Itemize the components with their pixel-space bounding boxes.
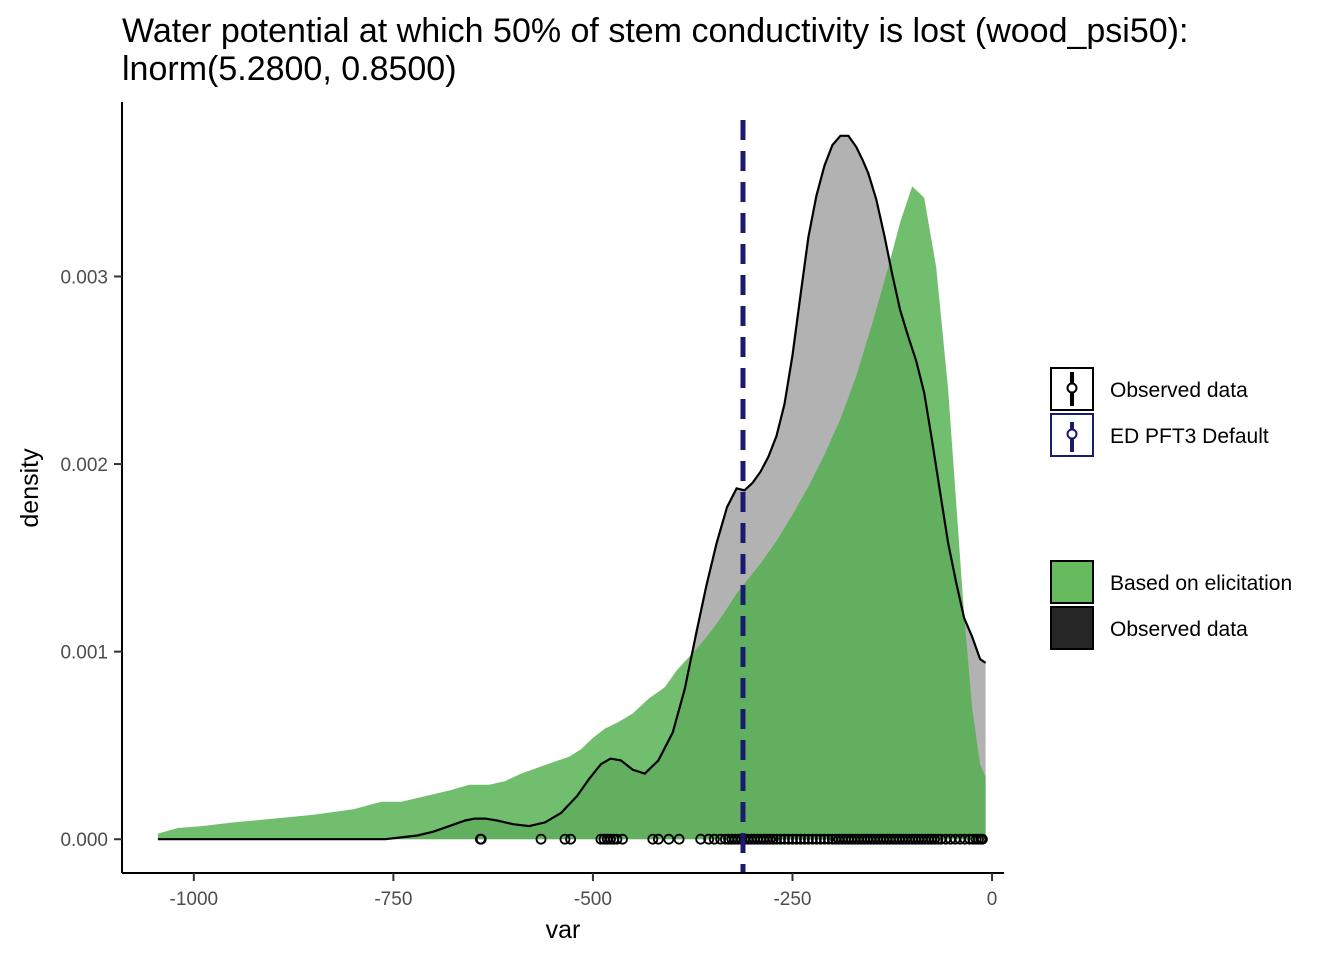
observed-point — [771, 833, 782, 845]
y-tick-label: 0.000 — [60, 830, 108, 851]
legend-key-elicitation-fill — [1050, 560, 1094, 604]
observed-point — [663, 833, 675, 845]
observed-point — [611, 833, 623, 845]
observed-point — [929, 833, 940, 845]
observed-point — [819, 833, 830, 845]
observed-point — [977, 833, 988, 845]
legend: Observed data ED PFT3 Default Based on e… — [1050, 367, 1292, 650]
y-tick-label: 0.001 — [60, 643, 108, 664]
y-axis-title: density — [16, 448, 44, 528]
x-tick-label: 0 — [987, 889, 998, 910]
observed-point — [715, 833, 726, 845]
observed-point — [565, 833, 576, 845]
legend-key-observed-point — [1066, 382, 1078, 394]
observed-point — [775, 833, 786, 845]
observed-density-line — [157, 134, 987, 841]
observed-point — [811, 833, 822, 845]
observed-point — [703, 833, 715, 845]
elicitation-density-fill — [157, 186, 986, 840]
x-tick-label: -500 — [574, 889, 612, 910]
legend-label-observed-data-fill: Observed data — [1110, 618, 1248, 641]
x-tick-label: -750 — [374, 889, 412, 910]
chart-title: Water potential at which 50% of stem con… — [122, 12, 1188, 50]
observed-point — [823, 833, 834, 845]
observed-point — [647, 833, 659, 845]
observed-point — [559, 833, 571, 845]
observed-point — [474, 833, 486, 845]
observed-point — [807, 833, 818, 845]
observed-point — [767, 833, 779, 845]
legend-label-based-on-elicitation: Based on elicitation — [1110, 572, 1292, 595]
observed-point — [959, 833, 971, 845]
observed-point — [932, 833, 944, 845]
observed-point — [535, 833, 547, 845]
observed-point — [708, 833, 720, 845]
x-axis-title: var — [546, 916, 581, 944]
observed-point — [617, 833, 628, 845]
observed-point — [673, 833, 685, 845]
observed-point — [791, 833, 802, 845]
axes: -1000 -750 -500 -250 0 0.000 0.001 0.002 0.003 — [60, 102, 1004, 910]
observed-point — [605, 833, 616, 845]
observed-point — [815, 833, 826, 845]
legend-label-observed-data-line: Observed data — [1110, 379, 1248, 402]
y-tick-label: 0.003 — [60, 267, 108, 288]
observed-point — [787, 833, 798, 845]
x-tick-label: -250 — [773, 889, 811, 910]
observed-point — [653, 833, 664, 845]
legend-label-ed-pft3-default: ED PFT3 Default — [1110, 425, 1269, 448]
observed-point — [783, 833, 794, 845]
observed-point — [795, 833, 806, 845]
plot-area — [157, 120, 988, 873]
legend-key-default-point — [1066, 428, 1078, 440]
x-tick-label: -1000 — [170, 889, 219, 910]
observed-point — [764, 833, 776, 845]
observed-points — [474, 833, 988, 845]
observed-point — [803, 833, 814, 845]
observed-point — [695, 833, 707, 845]
observed-point — [779, 833, 790, 845]
chart-subtitle: lnorm(5.2800, 0.8500) — [122, 50, 457, 88]
y-tick-label: 0.002 — [60, 455, 108, 476]
legend-key-observed-fill — [1050, 606, 1094, 650]
observed-point — [799, 833, 810, 845]
